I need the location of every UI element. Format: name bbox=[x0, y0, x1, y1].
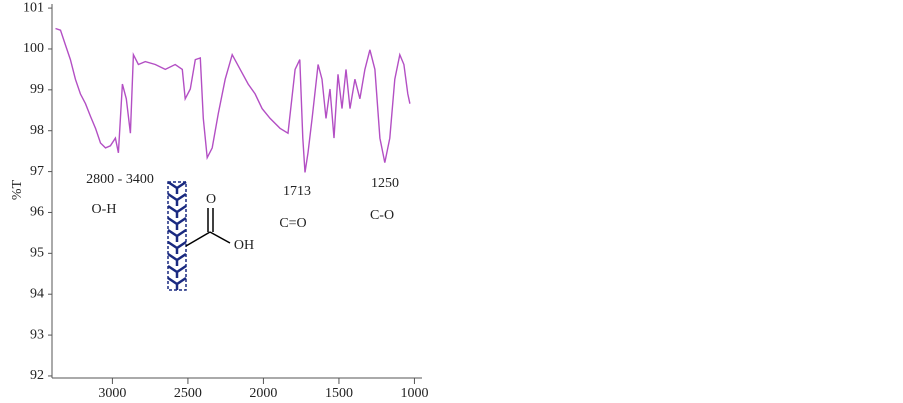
x-tick-label: 1000 bbox=[400, 386, 428, 401]
x-tick-label: 3000 bbox=[98, 386, 126, 401]
x-tick-label: 1500 bbox=[325, 386, 353, 401]
molecule: O OH bbox=[167, 180, 254, 291]
x-tick-label: 2000 bbox=[249, 386, 277, 401]
annotation: 1250 bbox=[371, 176, 399, 191]
y-tick-label: 93 bbox=[30, 327, 44, 342]
atom-label: O bbox=[206, 192, 216, 207]
y-tick-label: 95 bbox=[30, 246, 44, 261]
y-tick-label: 94 bbox=[30, 286, 44, 301]
y-tick-label: 97 bbox=[30, 164, 44, 179]
annotation: 1713 bbox=[283, 184, 311, 199]
annotation: O-H bbox=[92, 202, 117, 217]
y-tick-label: 98 bbox=[30, 123, 44, 138]
atom-label: OH bbox=[234, 238, 254, 253]
x-tick-label: 2500 bbox=[174, 386, 202, 401]
y-tick-label: 101 bbox=[23, 0, 44, 15]
spectrum-line bbox=[55, 27, 411, 173]
y-tick-label: 100 bbox=[23, 41, 44, 56]
y-tick-label: 92 bbox=[30, 368, 44, 383]
annotation: C=O bbox=[279, 216, 306, 231]
y-axis-label: %T bbox=[10, 179, 25, 200]
y-tick-label: 99 bbox=[30, 82, 44, 97]
annotation: C-O bbox=[370, 208, 394, 223]
annotation: 2800 - 3400 bbox=[86, 172, 154, 187]
y-tick-label: 96 bbox=[30, 205, 44, 220]
